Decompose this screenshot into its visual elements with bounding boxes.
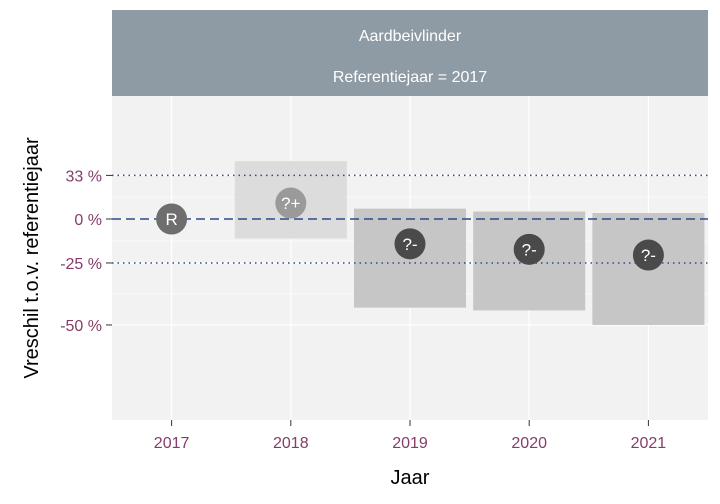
x-tick-label-2020: 2020 (511, 435, 547, 452)
y-tick-label-1: 0 % (74, 212, 102, 229)
strip-background (112, 10, 708, 96)
x-tick-label-2021: 2021 (631, 435, 667, 452)
x-axis: 2017 2018 2019 2020 2021 (154, 420, 666, 452)
chart-subtitle: Referentiejaar = 2017 (333, 69, 487, 86)
point-2020 (513, 233, 545, 265)
point-label-2021: ?- (641, 246, 656, 265)
x-tick-label-2019: 2019 (392, 435, 428, 452)
point-label-2017: R (165, 210, 177, 229)
point-2018 (275, 187, 307, 219)
point-label-2018: ?+ (281, 194, 300, 213)
points: R ?+ ?- ?- ?- (156, 187, 664, 271)
intervals (234, 161, 705, 325)
point-2017 (156, 203, 188, 235)
point-2019 (394, 228, 426, 260)
point-label-2020: ?- (522, 240, 537, 259)
point-2021 (632, 239, 664, 271)
x-tick-label-2018: 2018 (273, 435, 309, 452)
chart-title: Aardbeivlinder (359, 28, 462, 45)
x-tick-label-2017: 2017 (154, 435, 190, 452)
y-axis: 33 % 0 % -25 % -50 % (60, 168, 112, 335)
y-tick-label-2: -25 % (60, 256, 102, 273)
y-tick-label-0: 33 % (66, 168, 102, 185)
point-label-2019: ?- (402, 235, 417, 254)
reference-lines (112, 174, 708, 264)
y-axis-title: Vreschil t.o.v. referentiejaar (21, 137, 43, 379)
y-tick-label-3: -50 % (60, 318, 102, 335)
x-axis-title: Jaar (391, 467, 430, 489)
